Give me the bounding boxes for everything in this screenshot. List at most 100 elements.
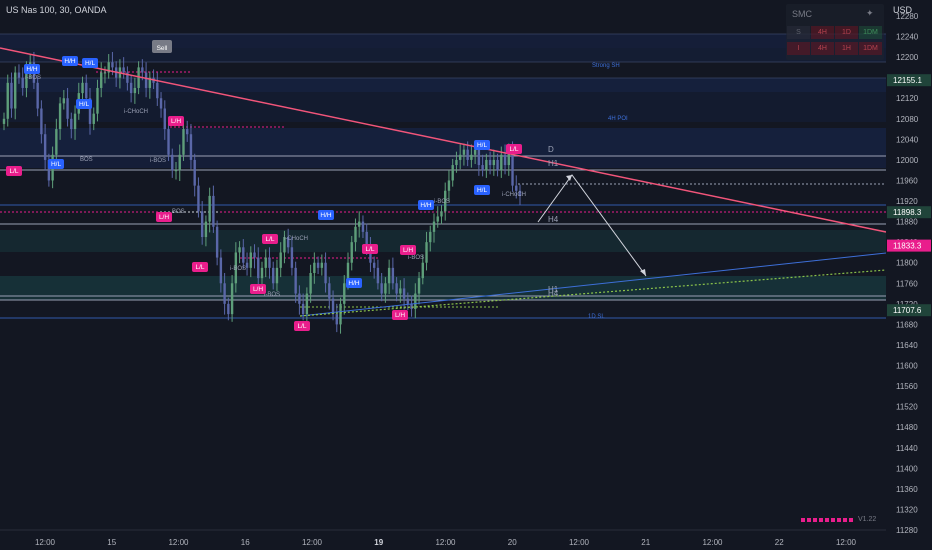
candle-body [208,195,211,222]
candle-body [189,134,193,160]
candle-body [429,231,432,243]
y-tick-label: 12120 [896,94,919,103]
candle-body [88,98,92,124]
candle-body [264,257,267,268]
smc-cell: 1DM [859,42,882,55]
candle-body [10,82,13,109]
candle-body [17,72,21,78]
candle-body [410,303,413,309]
y-tick-label: 12080 [896,115,919,124]
candle-body [58,103,62,130]
candle-body [47,159,51,181]
uptrend-line [299,252,887,317]
candle-body [477,149,481,166]
candle-body [339,303,342,325]
candle-body [186,129,189,135]
candle-body [167,129,170,155]
candle-body [70,118,73,130]
candle-body [200,211,204,238]
y-tick-label: 11400 [896,464,918,473]
smc-panel[interactable]: SMC ✦ S 4H 1D 1DM I 4H 1H 1DM [786,4,884,60]
x-tick-label: 22 [775,538,784,547]
structure-label: BOS [172,209,185,215]
symbol-title[interactable]: US Nas 100, 30, OANDA [6,5,107,15]
candle-body [197,185,200,212]
candle-body [335,314,338,325]
swing-label-text: L/L [195,264,204,271]
candle-body [455,159,458,166]
candle-body [144,72,148,88]
y-tick-label: 11600 [896,362,918,371]
candle-body [178,154,181,171]
structure-label: i-CHoCH [284,236,308,242]
swing-label-text: L/L [365,246,374,253]
candle-body [249,252,252,268]
candle-body [219,257,223,284]
candle-body [462,149,466,155]
star-gear-icon[interactable]: ✦ [866,8,874,18]
structure-label: BOS [80,157,93,163]
candle-body [260,267,264,279]
y-tick-label: 11920 [896,197,918,206]
y-tick-label: 11760 [896,279,918,288]
candle-body [305,293,309,315]
swing-label-text: H/L [477,187,488,194]
candle-body [100,72,103,88]
smc-cell: S [787,26,810,39]
candle-body [245,262,249,268]
y-tick-label: 11960 [896,176,918,185]
x-tick-label: 21 [641,538,650,547]
price-tag-label: 12155.1 [893,76,922,85]
swing-label-text: H/H [64,58,76,65]
swing-label-tag [6,166,22,176]
candle-body [481,165,484,171]
price-tag-label: 11898.3 [893,208,922,217]
structure-label: H4 [548,289,559,298]
y-tick-label: 12040 [896,135,919,144]
x-tick-label: 12:00 [168,538,189,547]
indicator-dots [801,518,853,522]
candle-body [518,190,522,196]
candle-body [451,165,454,181]
candle-body [402,288,406,299]
candle-body [204,221,208,238]
candle-body [354,226,357,243]
candle-body [496,159,499,171]
candle-body [369,247,372,263]
candle-body [290,247,294,268]
candle-body [223,283,226,304]
candle-body [425,242,428,263]
y-tick-label: 12000 [896,156,919,165]
candle-body [21,77,24,88]
y-tick-label: 11480 [896,423,918,432]
smc-cell: 1H [835,42,858,55]
swing-label-text: H/H [348,280,360,287]
zone-box [0,156,886,168]
swing-label-text: L/H [395,312,405,319]
candle-body [6,82,9,119]
candle-body [376,267,380,284]
candle-body [275,267,279,284]
swing-label-tag [156,212,172,222]
price-tag-label: 11707.6 [893,306,922,315]
swing-label-tag [506,144,522,154]
candle-body [111,62,114,68]
swing-label-tag [346,278,362,288]
candle-body [301,303,305,315]
y-tick-label: 11680 [896,320,918,329]
price-tag-label: 11833.3 [893,242,922,251]
candle-body [227,303,230,315]
swing-label-text: L/L [9,168,18,175]
sell-signal-tag [152,40,172,53]
y-tick-label: 11360 [896,485,918,494]
candle-body [238,247,241,253]
swing-label-text: H/H [320,212,332,219]
swing-label-text: L/L [297,323,306,330]
candle-body [212,195,215,227]
candle-body [507,149,510,166]
y-tick-label: 11320 [896,505,918,514]
candle-body [129,82,133,94]
candle-body [215,226,219,258]
